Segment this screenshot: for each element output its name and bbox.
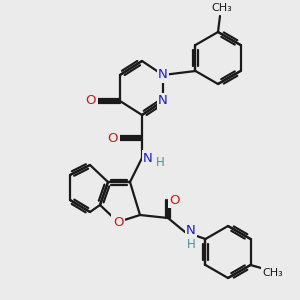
Text: O: O (113, 215, 123, 229)
Text: N: N (186, 224, 196, 236)
Text: CH₃: CH₃ (212, 3, 233, 13)
Text: O: O (108, 131, 118, 145)
Text: N: N (158, 68, 168, 82)
Text: H: H (156, 155, 164, 169)
Text: O: O (86, 94, 96, 107)
Text: N: N (143, 152, 153, 164)
Text: CH₃: CH₃ (262, 268, 283, 278)
Text: H: H (187, 238, 195, 250)
Text: O: O (170, 194, 180, 206)
Text: N: N (158, 94, 168, 107)
